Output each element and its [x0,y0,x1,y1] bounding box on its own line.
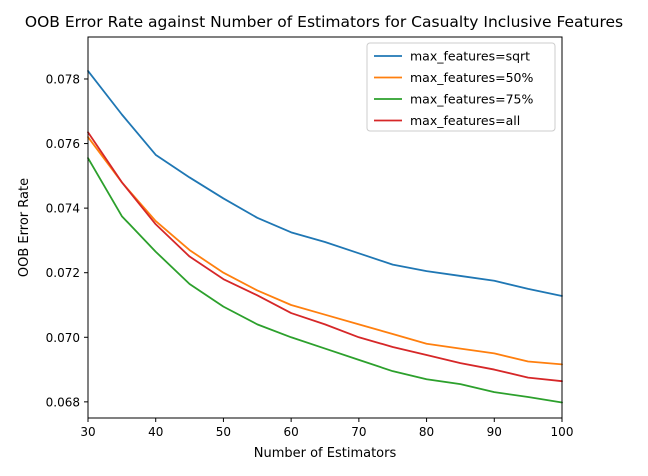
x-tick-label: 90 [487,425,502,439]
y-tick-label: 0.070 [46,331,80,345]
y-tick-label: 0.074 [46,202,80,216]
x-tick-label: 40 [148,425,163,439]
x-tick-label: 80 [419,425,434,439]
series-line-max-features-sqrt [87,70,563,297]
x-tick-label: 100 [551,425,574,439]
plot-area [87,70,563,404]
series-line-max-features-50 [87,136,563,366]
x-tick-label: 60 [284,425,299,439]
y-tick-label: 0.078 [46,72,80,86]
y-tick-label: 0.072 [46,266,80,280]
series-line-max-features-all [87,131,563,383]
legend-entry-label: max_features=50% [410,70,534,85]
x-axis-label: Number of Estimators [254,446,397,461]
legend-entry-label: max_features=all [410,113,520,128]
series-line-max-features-75 [87,157,563,404]
legend-entry-label: max_features=75% [410,92,534,107]
y-axis-label: OOB Error Rate [17,178,32,277]
x-tick-label: 30 [80,425,95,439]
plot-frame [87,36,563,419]
y-tick-label: 0.076 [46,137,80,151]
chart-title: OOB Error Rate against Number of Estimat… [25,13,623,31]
y-tick-label: 0.068 [46,395,80,409]
x-tick-label: 50 [216,425,231,439]
y-axis: 0.068 0.070 0.072 0.074 0.076 0.078 [46,72,88,409]
legend: max_features=sqrt max_features=50% max_fea… [366,42,556,132]
x-axis: 30 40 50 60 70 80 90 100 [80,418,573,439]
x-tick-label: 70 [351,425,366,439]
legend-box [366,42,556,132]
legend-entry-label: max_features=sqrt [410,49,530,64]
